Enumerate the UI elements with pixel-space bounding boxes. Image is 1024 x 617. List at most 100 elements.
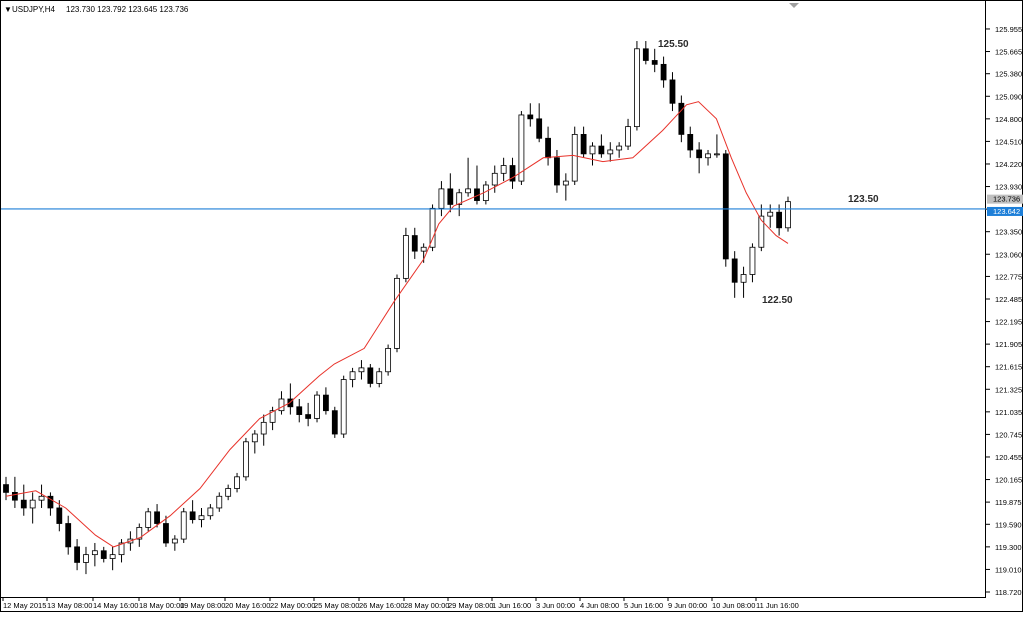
candle-body <box>696 149 703 159</box>
candle <box>491 165 498 193</box>
candle <box>669 72 676 112</box>
y-tick-label: 125.955 <box>995 25 1022 34</box>
candle-body <box>163 523 169 544</box>
candle <box>83 546 89 575</box>
candle-body <box>180 511 187 540</box>
y-tick-label: 121.035 <box>995 408 1022 417</box>
candle-body <box>287 398 294 408</box>
candle-body <box>500 165 507 174</box>
candle <box>598 134 605 158</box>
candle-body <box>749 246 756 275</box>
candle <box>180 507 187 543</box>
candle-body <box>314 394 320 419</box>
candle-body <box>722 153 729 260</box>
candle <box>243 437 249 481</box>
candle <box>589 142 596 166</box>
candle-body <box>776 211 783 229</box>
x-tick-label: 13 May 08:00 <box>47 601 92 610</box>
candle <box>456 188 463 217</box>
candle-body <box>358 367 365 373</box>
candle <box>118 539 125 563</box>
x-tick-label: 19 May 08:00 <box>180 601 225 610</box>
candle-body <box>687 134 694 151</box>
candle <box>56 500 63 532</box>
candle <box>731 251 738 298</box>
candle-body <box>83 554 89 563</box>
candle-body <box>518 114 525 182</box>
candle-body <box>171 538 178 544</box>
candle-body <box>767 211 774 217</box>
candle <box>340 375 347 438</box>
y-tick-label: 125.665 <box>995 48 1022 57</box>
candle <box>38 484 45 508</box>
candle-body <box>411 235 418 252</box>
candle <box>198 507 205 528</box>
y-tick-label: 123.930 <box>995 183 1022 192</box>
candle-body <box>642 48 649 61</box>
candle <box>100 546 107 563</box>
annotation-high: 125.50 <box>658 39 689 50</box>
x-tick-label: 29 May 08:00 <box>448 601 493 610</box>
annotation-level: 123.50 <box>848 194 879 205</box>
candle-body <box>536 118 543 139</box>
candle-body <box>3 484 9 493</box>
chart-shift-icon[interactable] <box>789 3 799 8</box>
candle <box>394 274 400 353</box>
x-tick-label: 18 May 00:00 <box>139 601 184 610</box>
candle-body <box>207 507 214 517</box>
candle <box>260 414 267 446</box>
candle <box>376 367 383 388</box>
candle-body <box>580 134 587 155</box>
candle <box>189 500 196 524</box>
candle-body <box>394 277 400 349</box>
y-tick-label: 123.350 <box>995 228 1022 237</box>
x-tick-label: 11 Jun 16:00 <box>756 601 799 610</box>
candle <box>74 539 80 571</box>
candle-body <box>269 410 276 423</box>
candle-body <box>243 441 249 478</box>
candle <box>65 515 72 555</box>
candle-body <box>65 523 72 548</box>
candle-body <box>385 348 392 373</box>
candle <box>331 406 338 438</box>
candle <box>527 103 534 127</box>
candle-body <box>251 433 258 443</box>
x-tick-label: 22 May 00:00 <box>270 601 315 610</box>
candle <box>758 204 765 252</box>
candle <box>749 243 756 283</box>
candle-body <box>74 546 80 563</box>
candle-body <box>29 499 36 509</box>
price-axis: 125.955 125.665 125.380 125.090 124.800 124.5… <box>986 25 1022 597</box>
candle <box>296 399 303 423</box>
candle <box>776 204 783 236</box>
candle <box>216 492 223 512</box>
candle-body <box>296 406 303 415</box>
candle <box>740 266 747 298</box>
candle <box>678 95 685 143</box>
x-tick-label: 9 Jun 00:00 <box>668 601 707 610</box>
chart-header-ohlc: 123.730 123.792 123.645 123.736 <box>66 5 189 14</box>
candle <box>323 387 329 415</box>
x-tick-label: 3 Jun 00:00 <box>536 601 575 610</box>
y-tick-label: 120.745 <box>995 430 1022 439</box>
x-tick-label: 14 May 16:00 <box>93 601 138 610</box>
y-tick-label: 119.010 <box>995 565 1022 574</box>
candle-body <box>456 192 463 205</box>
candle <box>207 504 214 520</box>
candle-body <box>91 550 98 556</box>
candle <box>349 367 356 388</box>
candle-body <box>571 134 578 182</box>
candle-body <box>56 507 63 524</box>
candle-body <box>38 495 45 501</box>
y-tick-label: 122.195 <box>995 318 1022 327</box>
candle-body <box>216 495 223 509</box>
y-tick-label: 124.800 <box>995 115 1022 124</box>
candle-body <box>758 215 765 248</box>
candle-body <box>420 246 427 252</box>
candle <box>705 149 711 166</box>
candle-body <box>189 511 196 521</box>
candle-body <box>305 414 312 419</box>
candle-body <box>554 157 560 186</box>
candle-body <box>136 527 143 540</box>
